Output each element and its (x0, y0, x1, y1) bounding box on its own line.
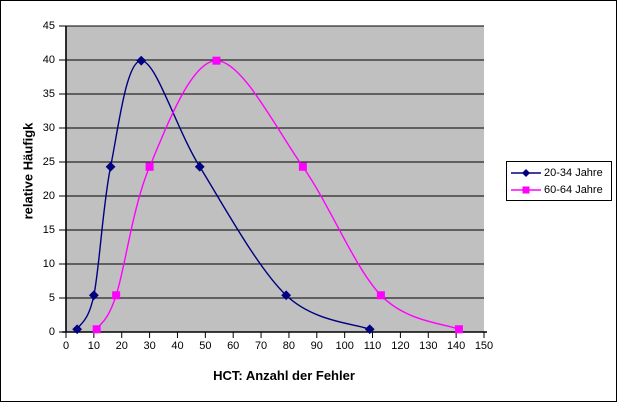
y-tick-label: 10 (42, 258, 55, 270)
series-marker-1 (212, 56, 221, 65)
x-tick-label: 110 (363, 340, 382, 352)
legend-swatch-diamond-icon (511, 168, 541, 177)
y-tick-label: 20 (42, 190, 55, 202)
x-tick-label: 70 (254, 340, 268, 352)
y-tick-label: 25 (42, 156, 55, 168)
y-tick-label: 45 (42, 20, 55, 32)
series-marker-1 (298, 162, 307, 171)
series-marker-1 (454, 325, 463, 334)
legend: 20-34 Jahre 60-64 Jahre (506, 161, 612, 201)
x-tick-label: 0 (62, 340, 70, 352)
y-tick-label: 15 (42, 224, 55, 236)
x-tick-label: 80 (282, 340, 296, 352)
series-marker-1 (92, 325, 101, 334)
series-marker-0 (88, 290, 99, 301)
series-marker-1 (376, 291, 385, 300)
x-tick-label: 130 (419, 340, 438, 352)
series-marker-1 (112, 291, 121, 300)
x-tick-label: 100 (335, 340, 354, 352)
plot-area (59, 25, 487, 338)
y-tick-label: 40 (42, 54, 55, 66)
legend-item-0: 20-34 Jahre (511, 166, 611, 179)
plot-background (66, 26, 484, 332)
series-marker-0 (281, 290, 292, 301)
series-marker-0 (72, 324, 83, 335)
legend-swatch-square-icon (511, 186, 541, 193)
x-tick-label: 150 (474, 340, 494, 352)
series-marker-0 (364, 324, 375, 335)
y-tick-label: 35 (42, 88, 55, 100)
series-marker-0 (105, 161, 116, 172)
y-tick-label: 5 (48, 292, 55, 304)
legend-item-1: 60-64 Jahre (511, 183, 611, 196)
x-tick-label: 10 (87, 340, 100, 352)
x-tick-label: 20 (115, 340, 128, 352)
series-marker-1 (145, 162, 154, 171)
x-tick-label: 90 (310, 340, 323, 352)
legend-label: 20-34 Jahre (544, 166, 603, 179)
x-tick-label: 120 (391, 340, 410, 352)
x-tick-label: 40 (171, 340, 184, 352)
series-marker-0 (194, 161, 205, 172)
legend-label: 60-64 Jahre (544, 183, 603, 196)
x-tick-label: 140 (446, 340, 466, 352)
x-axis-title: HCT: Anzahl der Fehler (213, 368, 355, 383)
x-tick-label: 50 (199, 340, 212, 352)
series-marker-0 (136, 55, 147, 66)
y-axis-title: relative Häufigk (20, 122, 36, 220)
y-tick-label: 30 (42, 122, 55, 134)
x-tick-label: 30 (143, 340, 156, 352)
y-tick-label: 0 (48, 326, 55, 338)
x-tick-label: 60 (227, 340, 240, 352)
